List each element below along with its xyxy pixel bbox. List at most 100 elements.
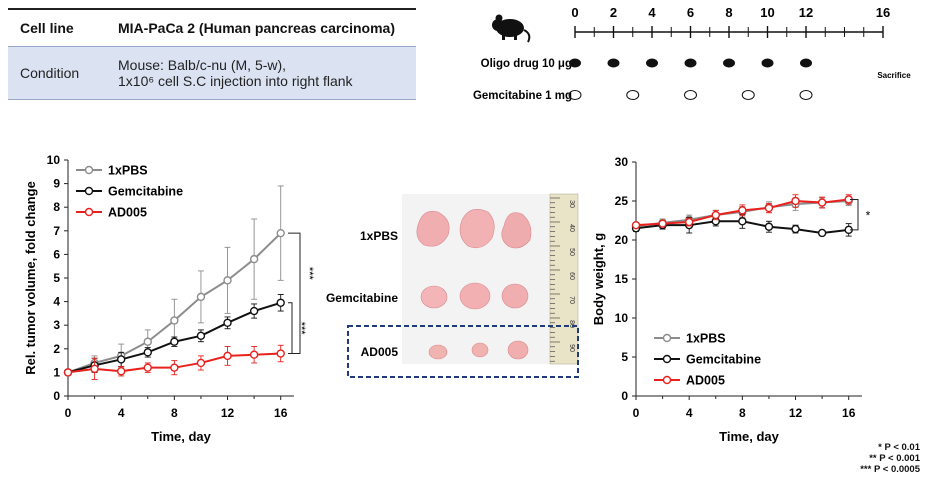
tumors-ad005 bbox=[428, 340, 529, 360]
legend-marker bbox=[84, 207, 94, 217]
data-point bbox=[143, 363, 152, 372]
legend-marker bbox=[84, 165, 94, 175]
y-tick-label: 7 bbox=[53, 224, 60, 238]
tumors-gemcitabine bbox=[420, 282, 529, 310]
data-point bbox=[791, 224, 800, 234]
y-tick-label: 5 bbox=[621, 350, 628, 364]
y-axis-label: Body weight, g bbox=[591, 233, 606, 326]
gemcitabine-dose-marker bbox=[799, 90, 813, 100]
y-tick-label: 6 bbox=[53, 247, 60, 261]
significance-bracket-pbs bbox=[288, 232, 301, 355]
legend-marker bbox=[662, 333, 672, 343]
condition-label: Condition bbox=[8, 46, 106, 100]
oligo-drug-label: Oligo drug 10 μg bbox=[481, 58, 572, 70]
x-tick-label: 0 bbox=[633, 406, 640, 420]
ruler-mark: 40 bbox=[568, 224, 575, 232]
timeline-tick-label: 2 bbox=[610, 5, 617, 20]
data-point bbox=[249, 306, 259, 316]
y-tick-label: 15 bbox=[615, 272, 629, 286]
data-point bbox=[170, 363, 179, 372]
ruler-mark: 50 bbox=[568, 248, 575, 256]
y-tick-label: 10 bbox=[615, 311, 629, 325]
photo-label-ad005: AD005 bbox=[361, 345, 399, 359]
significance-stars-gem: *** bbox=[295, 322, 307, 336]
info-table: Cell line MIA-PaCa 2 (Human pancreas car… bbox=[8, 8, 416, 100]
data-point bbox=[196, 292, 206, 302]
x-tick-label: 12 bbox=[789, 406, 803, 420]
x-tick-label: 12 bbox=[221, 406, 235, 420]
series-ad005 bbox=[63, 344, 285, 380]
data-point bbox=[170, 316, 179, 325]
condition-line-1: Mouse: Balb/c-nu (M, 5-w), bbox=[118, 57, 287, 73]
y-tick-label: 25 bbox=[615, 194, 629, 208]
gemcitabine-dose-marker bbox=[741, 90, 755, 100]
y-tick-label: 10 bbox=[47, 153, 61, 167]
gemcitabine-dose-label: Gemcitabine 1 mg bbox=[473, 90, 572, 102]
oligo-dose-marker bbox=[607, 58, 620, 68]
legend-marker bbox=[84, 186, 94, 196]
tumor-photo: 30 40 50 60 70 80 90 1xPBS Gemcitabine AD005 bbox=[326, 193, 579, 378]
data-point bbox=[817, 198, 827, 207]
tumors-pbs bbox=[416, 209, 532, 249]
timeline-tick-label: 0 bbox=[571, 5, 578, 20]
x-tick-label: 0 bbox=[65, 406, 72, 420]
significance-star: * bbox=[866, 209, 871, 223]
significance-bracket-gem bbox=[288, 302, 293, 354]
data-point bbox=[223, 318, 232, 328]
ruler-image: 30 40 50 60 70 80 90 bbox=[549, 193, 579, 365]
timeline-tick-label: 12 bbox=[799, 5, 813, 20]
body-weight-chart: 0 5 10 15 20 25 30 0 4 8 12 16 Time, day Body weight,… bbox=[591, 155, 871, 444]
info-row-cell-line: Cell line MIA-PaCa 2 (Human pancreas car… bbox=[8, 8, 416, 47]
data-point bbox=[817, 228, 827, 238]
timeline-tick-label: 4 bbox=[648, 5, 656, 20]
data-point bbox=[196, 331, 206, 341]
y-tick-label: 2 bbox=[53, 342, 60, 356]
data-point bbox=[684, 217, 694, 227]
ruler-mark: 60 bbox=[568, 272, 575, 280]
condition-value: Mouse: Balb/c-nu (M, 5-w), 1x10⁶ cell S.… bbox=[106, 46, 416, 100]
data-point bbox=[658, 219, 667, 228]
timeline-tick-label: 6 bbox=[687, 5, 694, 20]
gemcitabine-dose-markers bbox=[568, 90, 813, 100]
legend-marker bbox=[662, 354, 672, 364]
oligo-dose-marker bbox=[569, 58, 581, 68]
x-axis-label: Time, day bbox=[151, 429, 212, 444]
gemcitabine-dose-marker bbox=[568, 90, 582, 100]
oligo-dose-marker bbox=[646, 58, 658, 68]
data-point bbox=[170, 337, 179, 346]
x-tick-label: 8 bbox=[171, 406, 178, 420]
legend-label: Gemcitabine bbox=[108, 185, 183, 199]
p-value-1: * P < 0.01 bbox=[878, 442, 920, 453]
oligo-dose-marker bbox=[761, 58, 774, 68]
data-point bbox=[276, 298, 285, 307]
y-tick-label: 3 bbox=[53, 318, 60, 332]
oligo-dose-marker bbox=[723, 58, 735, 68]
cell-line-value: MIA-PaCa 2 (Human pancreas carcinoma) bbox=[106, 8, 416, 47]
oligo-dose-marker bbox=[684, 58, 697, 68]
schedule-timeline: 0 2 4 6 8 10 12 16 bbox=[571, 5, 890, 38]
y-tick-label: 20 bbox=[615, 233, 629, 247]
x-tick-label: 16 bbox=[842, 406, 856, 420]
data-point bbox=[738, 217, 747, 226]
ruler-body bbox=[549, 193, 579, 365]
y-tick-label: 1 bbox=[53, 365, 60, 379]
dosing-schedule: 0 2 4 6 8 10 12 16 Oligo drug 10 μg Gemcitabine… bbox=[473, 5, 911, 102]
data-point bbox=[63, 368, 73, 377]
x-tick-label: 4 bbox=[118, 406, 125, 420]
chart-legend: 1xPBS Gemcitabine AD005 bbox=[76, 164, 183, 220]
ad005-highlight-box bbox=[347, 325, 579, 378]
timeline-tick-label: 10 bbox=[760, 5, 774, 20]
data-point bbox=[116, 355, 126, 364]
data-point bbox=[791, 196, 800, 206]
legend-label: AD005 bbox=[686, 374, 725, 388]
legend-marker bbox=[662, 375, 672, 385]
p-value-legend: * P < 0.01 ** P < 0.001 *** P < 0.0005 bbox=[820, 442, 920, 475]
ruler-mark: 80 bbox=[568, 320, 575, 328]
legend-label: 1xPBS bbox=[686, 332, 726, 346]
info-row-condition: Condition Mouse: Balb/c-nu (M, 5-w), 1x1… bbox=[8, 46, 416, 100]
photo-label-gemcitabine: Gemcitabine bbox=[326, 291, 398, 305]
data-point bbox=[276, 349, 285, 358]
data-point bbox=[116, 367, 126, 376]
timeline-tick-label: 16 bbox=[876, 5, 890, 20]
